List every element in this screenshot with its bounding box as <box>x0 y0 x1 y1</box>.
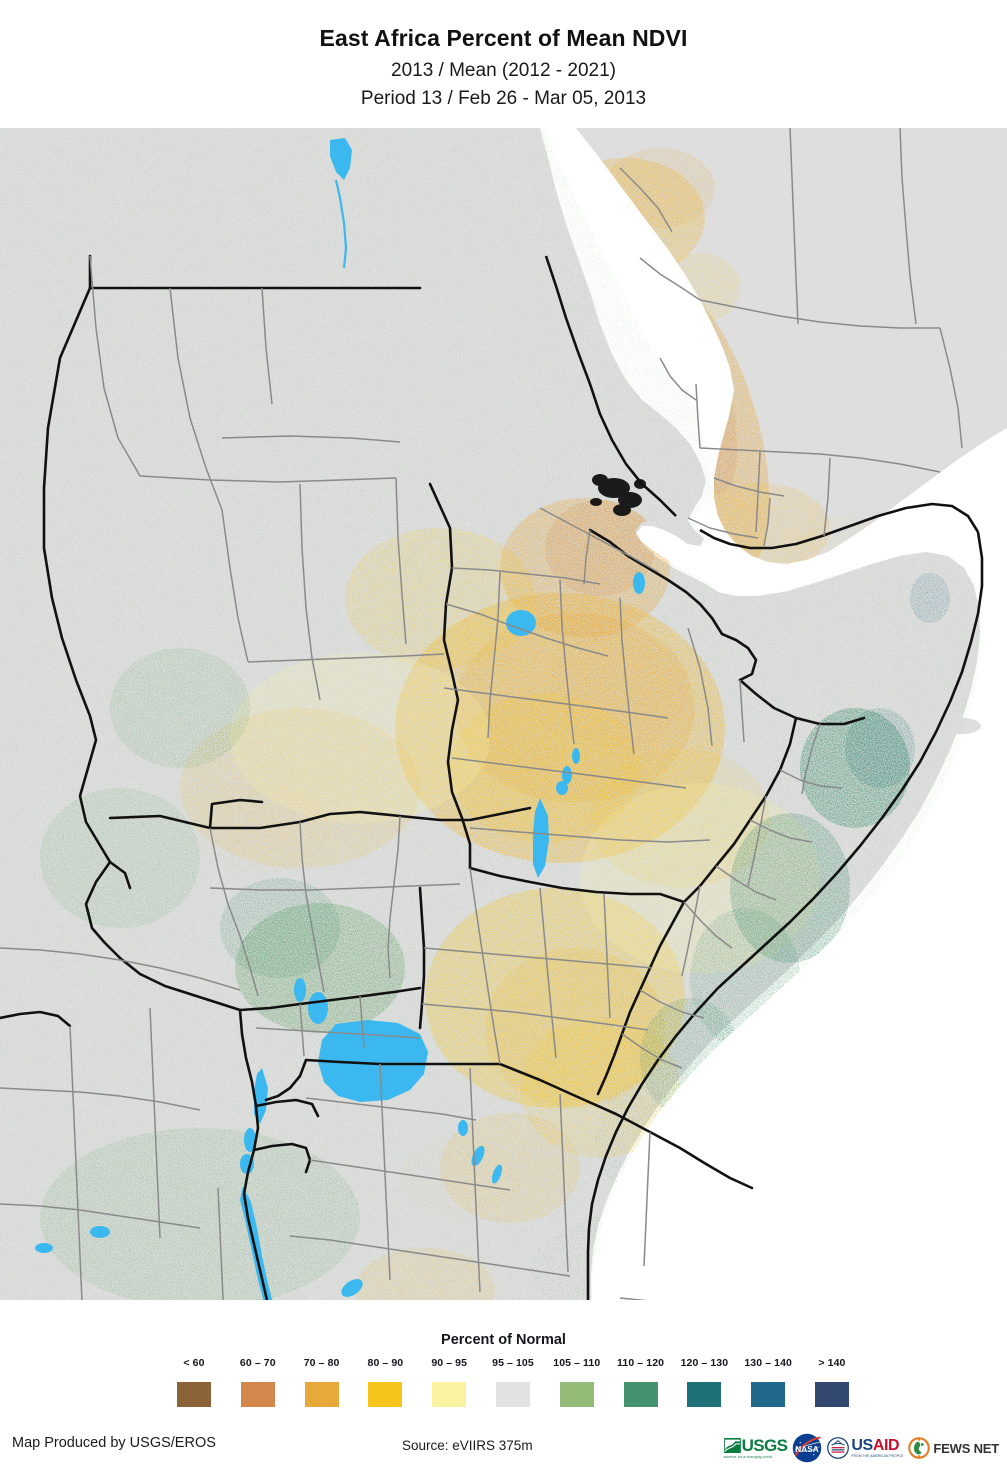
legend-swatch <box>304 1382 339 1407</box>
legend: Percent of Normal < 60 60 – 70 70 – 80 8… <box>0 1300 1007 1425</box>
nasa-logo[interactable]: NASA <box>792 1433 822 1463</box>
legend-swatch <box>240 1382 275 1407</box>
legend-label: 110 – 120 <box>617 1357 665 1369</box>
legend-label: 130 – 140 <box>744 1357 792 1369</box>
fews-globe-icon <box>908 1437 931 1459</box>
usaid-logo[interactable]: USAID FROM THE AMERICAN PEOPLE <box>827 1437 903 1459</box>
title-block: East Africa Percent of Mean NDVI 2013 / … <box>0 0 1007 128</box>
coastline <box>544 255 984 1300</box>
legend-item[interactable]: 60 – 70 <box>232 1358 284 1420</box>
legend-label: 70 – 80 <box>303 1357 340 1369</box>
legend-swatch <box>687 1382 722 1407</box>
legend-item[interactable]: 70 – 80 <box>296 1358 348 1420</box>
admin-borders <box>0 128 963 1300</box>
fews-net-wordmark: FEWS NET <box>933 1440 999 1456</box>
fews-net-logo[interactable]: FEWS NET <box>908 1437 999 1459</box>
ndvi-map-graphic <box>0 128 1007 1300</box>
usgs-logo[interactable]: USGS science for a changing world <box>724 1437 788 1460</box>
usaid-wordmark-us: US <box>851 1436 873 1454</box>
usaid-seal-icon <box>827 1437 850 1459</box>
legend-item[interactable]: 120 – 130 <box>678 1358 730 1420</box>
legend-label: 120 – 130 <box>680 1357 729 1369</box>
legend-item[interactable]: 90 – 95 <box>423 1358 475 1420</box>
legend-label: 80 – 90 <box>367 1357 404 1369</box>
usgs-wordmark: USGS <box>741 1435 788 1455</box>
legend-label: 60 – 70 <box>239 1357 276 1369</box>
legend-label: > 140 <box>818 1357 846 1369</box>
legend-item[interactable]: 130 – 140 <box>742 1358 794 1420</box>
legend-label: 95 – 105 <box>492 1357 534 1369</box>
legend-label: < 60 <box>183 1357 205 1369</box>
legend-swatch <box>432 1382 467 1407</box>
legend-item[interactable]: > 140 <box>806 1358 858 1420</box>
map-canvas[interactable] <box>0 128 1007 1300</box>
legend-item[interactable]: 110 – 120 <box>615 1358 667 1420</box>
legend-swatch <box>495 1382 530 1407</box>
nasa-wordmark: NASA <box>796 1445 819 1454</box>
legend-swatch <box>623 1382 658 1407</box>
legend-item[interactable]: < 60 <box>168 1358 220 1420</box>
usaid-tagline: FROM THE AMERICAN PEOPLE <box>851 1453 904 1458</box>
legend-swatch <box>559 1382 594 1407</box>
page-title: East Africa Percent of Mean NDVI <box>319 25 688 51</box>
legend-title: Percent of Normal <box>441 1332 566 1348</box>
produced-by-label: Map Produced by USGS/EROS <box>12 1435 216 1451</box>
page-period: Period 13 / Feb 26 - Mar 05, 2013 <box>360 87 647 109</box>
legend-items: < 60 60 – 70 70 – 80 80 – 90 90 – 95 95 … <box>168 1358 858 1420</box>
legend-swatch <box>751 1382 786 1407</box>
legend-label: 105 – 110 <box>553 1357 601 1369</box>
source-label: Source: eVIIRS 375m <box>402 1438 533 1453</box>
legend-item[interactable]: 95 – 105 <box>487 1358 539 1420</box>
usaid-wordmark-aid: AID <box>872 1436 900 1454</box>
partner-logos: USGS science for a changing world NASA <box>724 1431 999 1465</box>
footer: Map Produced by USGS/EROS Source: eVIIRS… <box>0 1425 1007 1473</box>
country-borders <box>0 254 866 1300</box>
legend-swatch <box>814 1382 849 1407</box>
legend-swatch <box>177 1382 211 1407</box>
legend-item[interactable]: 80 – 90 <box>359 1358 411 1420</box>
usgs-tagline: science for a changing world <box>723 1454 772 1459</box>
legend-label: 90 – 95 <box>431 1357 468 1369</box>
legend-item[interactable]: 105 – 110 <box>551 1358 603 1420</box>
usgs-mark-icon <box>723 1437 741 1453</box>
legend-swatch <box>368 1382 403 1407</box>
nodata-pixels <box>590 474 646 516</box>
page-subtitle: 2013 / Mean (2012 - 2021) <box>391 60 616 82</box>
